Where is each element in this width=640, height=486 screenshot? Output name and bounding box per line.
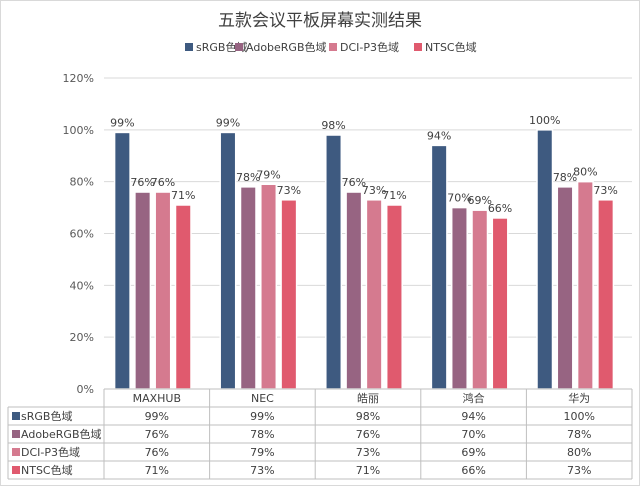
table-cell-3-3: 66% [461, 464, 485, 477]
data-label-0-2: 98% [321, 119, 345, 132]
data-label-1-2: 76% [342, 176, 366, 189]
bar-1-0 [134, 191, 152, 390]
table-cell-1-1: 78% [250, 428, 274, 441]
data-label-3-2: 71% [382, 189, 406, 202]
category-label-3: 鸿合 [463, 391, 485, 405]
table-cell-2-2: 73% [356, 446, 380, 459]
bar-3-1 [280, 199, 298, 390]
bar-1-1 [239, 186, 257, 390]
bar-0-1 [219, 131, 237, 390]
table-cell-0-1: 99% [250, 410, 274, 423]
bar-2-2 [365, 199, 383, 390]
bar-2-0 [154, 191, 172, 390]
bar-0-2 [325, 134, 343, 390]
legend-swatch-1 [235, 43, 243, 51]
legend-label-1: AdobeRGB色域 [246, 40, 327, 54]
table-cell-0-3: 94% [461, 410, 485, 423]
bar-1-2 [345, 191, 363, 390]
bar-3-2 [385, 204, 403, 390]
category-label-2: 皓丽 [357, 392, 379, 405]
legend-label-0: sRGB色域 [196, 40, 247, 54]
data-label-0-0: 99% [110, 116, 134, 129]
bars [113, 129, 615, 390]
y-axis: 0% 20% 40% 60% 80% 100% 120% [63, 72, 94, 396]
data-label-0-3: 94% [427, 129, 451, 142]
data-label-0-4: 100% [529, 114, 560, 127]
table-cell-3-4: 73% [567, 464, 591, 477]
data-label-2-2: 73% [362, 184, 386, 197]
bar-1-3 [450, 206, 468, 390]
data-label-1-3: 70% [447, 192, 471, 205]
data-label-2-3: 69% [468, 194, 492, 207]
data-label-3-3: 66% [488, 202, 512, 215]
bar-0-4 [536, 129, 554, 390]
table-row-label-3: NTSC色域 [21, 463, 73, 477]
table-swatch-1 [12, 430, 20, 438]
data-label-3-4: 73% [593, 184, 617, 197]
data-label-1-0: 76% [130, 176, 154, 189]
table-cell-3-1: 73% [250, 464, 274, 477]
table-swatch-3 [12, 466, 20, 474]
data-label-3-0: 71% [171, 189, 195, 202]
table-row-label-2: DCI-P3色域 [21, 445, 80, 459]
y-tick-label-5: 100% [63, 124, 94, 137]
bar-0-3 [430, 144, 448, 390]
legend-swatch-2 [329, 43, 337, 51]
y-tick-label-2: 40% [70, 279, 94, 292]
category-label-1: NEC [251, 392, 274, 405]
table-cell-1-4: 78% [567, 428, 591, 441]
y-tick-label-6: 120% [63, 72, 94, 85]
table-cell-0-0: 99% [145, 410, 169, 423]
table-cell-1-0: 76% [145, 428, 169, 441]
category-label-4: 华为 [568, 391, 590, 405]
legend-swatch-3 [414, 43, 422, 51]
bar-0-0 [113, 131, 131, 390]
table-row-label-1: AdobeRGB色域 [21, 427, 102, 441]
y-tick-label-3: 60% [70, 228, 94, 241]
data-label-2-1: 79% [256, 168, 280, 181]
bar-1-4 [556, 186, 574, 390]
table-swatch-0 [12, 412, 20, 420]
bar-2-1 [260, 183, 278, 390]
legend-swatch-0 [185, 43, 193, 51]
data-label-2-4: 80% [573, 166, 597, 179]
table-cell-2-4: 80% [567, 446, 591, 459]
bar-2-4 [576, 180, 594, 390]
table-cell-3-2: 71% [356, 464, 380, 477]
bar-3-4 [597, 199, 615, 390]
table-cell-1-2: 76% [356, 428, 380, 441]
table-cell-2-3: 69% [461, 446, 485, 459]
table-cell-0-4: 100% [563, 410, 594, 423]
category-label-0: MAXHUB [133, 392, 181, 405]
table-swatch-2 [12, 448, 20, 456]
table-cell-1-3: 70% [461, 428, 485, 441]
table-row-label-0: sRGB色域 [21, 409, 72, 423]
legend-label-2: DCI-P3色域 [340, 40, 399, 54]
y-tick-label-1: 20% [70, 331, 94, 344]
legend-label-3: NTSC色域 [425, 40, 477, 54]
table-cell-2-1: 79% [250, 446, 274, 459]
table-cell-2-0: 76% [145, 446, 169, 459]
data-label-0-1: 99% [216, 116, 240, 129]
data-table: MAXHUB NEC 皓丽 鸿合 华为 sRGB色域 99% 99% 98% 94% 100% Ado… [7, 388, 633, 480]
data-label-1-4: 78% [553, 171, 577, 184]
chart-title: 五款会议平板屏幕实测结果 [218, 11, 422, 31]
bar-3-0 [174, 204, 192, 390]
bar-3-3 [491, 217, 509, 390]
data-label-3-1: 73% [277, 184, 301, 197]
data-label-2-0: 76% [151, 176, 175, 189]
y-tick-label-0: 0% [77, 383, 94, 396]
table-cell-3-0: 71% [145, 464, 169, 477]
table-cell-0-2: 98% [356, 410, 380, 423]
bar-2-3 [471, 209, 489, 390]
y-tick-label-4: 80% [70, 176, 94, 189]
data-labels: 99%76%76%71%99%78%79%73%98%76%73%71%94%7… [110, 114, 618, 215]
data-label-1-1: 78% [236, 171, 260, 184]
